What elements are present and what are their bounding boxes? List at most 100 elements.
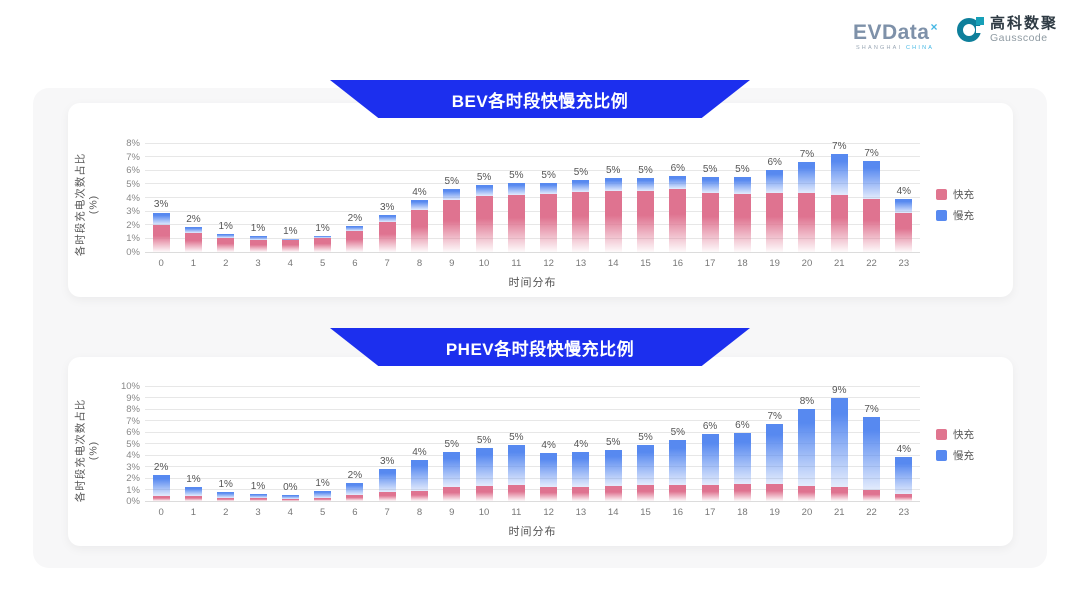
bar-segment-slow[interactable]: [766, 423, 784, 484]
bar-segment-slow[interactable]: [572, 451, 590, 487]
bar-10[interactable]: [475, 386, 493, 501]
bar-0[interactable]: [152, 386, 170, 501]
bar-segment-slow[interactable]: [733, 177, 751, 195]
bar-segment-fast[interactable]: [701, 193, 719, 252]
bar-12[interactable]: [540, 143, 558, 252]
bar-6[interactable]: [346, 143, 364, 252]
bar-segment-fast[interactable]: [184, 232, 202, 252]
bar-3[interactable]: [249, 386, 267, 501]
bar-segment-slow[interactable]: [475, 448, 493, 487]
bar-18[interactable]: [733, 143, 751, 252]
bar-18[interactable]: [733, 386, 751, 501]
bar-segment-fast[interactable]: [507, 485, 525, 501]
bar-segment-fast[interactable]: [410, 490, 428, 501]
bar-segment-slow[interactable]: [540, 452, 558, 488]
bar-8[interactable]: [410, 386, 428, 501]
bar-segment-slow[interactable]: [314, 491, 332, 498]
bar-segment-slow[interactable]: [443, 451, 461, 488]
bar-segment-fast[interactable]: [281, 240, 299, 252]
bar-1[interactable]: [184, 143, 202, 252]
bar-20[interactable]: [798, 143, 816, 252]
bar-17[interactable]: [701, 143, 719, 252]
bar-segment-slow[interactable]: [863, 160, 881, 199]
bar-segment-slow[interactable]: [249, 493, 267, 499]
bar-segment-slow[interactable]: [152, 212, 170, 225]
bar-segment-fast[interactable]: [184, 496, 202, 501]
bar-7[interactable]: [378, 386, 396, 501]
bar-19[interactable]: [766, 143, 784, 252]
bar-segment-fast[interactable]: [443, 487, 461, 501]
bar-segment-slow[interactable]: [507, 444, 525, 486]
bar-13[interactable]: [572, 143, 590, 252]
bar-segment-fast[interactable]: [572, 192, 590, 252]
bar-9[interactable]: [443, 143, 461, 252]
bar-segment-fast[interactable]: [249, 239, 267, 252]
bar-segment-slow[interactable]: [184, 226, 202, 233]
bar-segment-slow[interactable]: [184, 486, 202, 497]
bar-segment-fast[interactable]: [604, 190, 622, 252]
bar-segment-slow[interactable]: [217, 234, 235, 239]
bar-segment-slow[interactable]: [410, 200, 428, 210]
bar-segment-fast[interactable]: [766, 483, 784, 501]
bar-segment-fast[interactable]: [863, 198, 881, 252]
bar-segment-slow[interactable]: [637, 444, 655, 485]
bar-segment-slow[interactable]: [346, 226, 364, 231]
bar-segment-fast[interactable]: [475, 486, 493, 501]
bar-segment-fast[interactable]: [217, 497, 235, 501]
bar-segment-fast[interactable]: [701, 484, 719, 501]
bar-21[interactable]: [830, 143, 848, 252]
bar-21[interactable]: [830, 386, 848, 501]
bar-segment-fast[interactable]: [798, 192, 816, 252]
bar-13[interactable]: [572, 386, 590, 501]
bar-segment-fast[interactable]: [733, 484, 751, 501]
bar-segment-slow[interactable]: [830, 397, 848, 488]
bar-10[interactable]: [475, 143, 493, 252]
bar-2[interactable]: [217, 143, 235, 252]
bar-segment-fast[interactable]: [217, 238, 235, 252]
bar-segment-slow[interactable]: [378, 215, 396, 223]
bar-segment-fast[interactable]: [540, 487, 558, 501]
bar-segment-fast[interactable]: [669, 485, 687, 501]
bar-segment-slow[interactable]: [475, 185, 493, 197]
bar-16[interactable]: [669, 143, 687, 252]
bar-segment-slow[interactable]: [701, 177, 719, 194]
bar-segment-fast[interactable]: [152, 495, 170, 501]
legend-item-fast[interactable]: 快充: [936, 187, 974, 202]
bar-14[interactable]: [604, 143, 622, 252]
bar-segment-slow[interactable]: [281, 495, 299, 499]
bar-segment-fast[interactable]: [540, 194, 558, 252]
bar-12[interactable]: [540, 386, 558, 501]
bar-segment-slow[interactable]: [217, 491, 235, 498]
bar-20[interactable]: [798, 386, 816, 501]
legend-item-slow[interactable]: 慢充: [936, 448, 974, 463]
bar-6[interactable]: [346, 386, 364, 501]
bar-11[interactable]: [507, 143, 525, 252]
bar-segment-fast[interactable]: [895, 494, 913, 501]
bar-segment-slow[interactable]: [443, 189, 461, 201]
bar-9[interactable]: [443, 386, 461, 501]
bar-segment-fast[interactable]: [637, 190, 655, 252]
bar-segment-slow[interactable]: [281, 239, 299, 241]
bar-segment-slow[interactable]: [604, 449, 622, 487]
bar-segment-fast[interactable]: [152, 224, 170, 252]
bar-4[interactable]: [281, 386, 299, 501]
bar-5[interactable]: [314, 386, 332, 501]
bar-3[interactable]: [249, 143, 267, 252]
bar-segment-slow[interactable]: [507, 183, 525, 195]
bar-19[interactable]: [766, 386, 784, 501]
bar-segment-fast[interactable]: [378, 222, 396, 252]
bar-segment-fast[interactable]: [346, 230, 364, 252]
bar-1[interactable]: [184, 386, 202, 501]
bar-segment-slow[interactable]: [249, 236, 267, 240]
bar-segment-slow[interactable]: [346, 483, 364, 495]
bar-segment-slow[interactable]: [540, 182, 558, 195]
bar-15[interactable]: [637, 386, 655, 501]
bar-segment-slow[interactable]: [152, 475, 170, 496]
bar-segment-fast[interactable]: [766, 193, 784, 252]
bar-segment-slow[interactable]: [766, 170, 784, 194]
bar-segment-fast[interactable]: [604, 486, 622, 501]
bar-22[interactable]: [863, 143, 881, 252]
bar-segment-slow[interactable]: [701, 434, 719, 485]
bar-segment-fast[interactable]: [281, 498, 299, 501]
bar-segment-fast[interactable]: [830, 487, 848, 501]
